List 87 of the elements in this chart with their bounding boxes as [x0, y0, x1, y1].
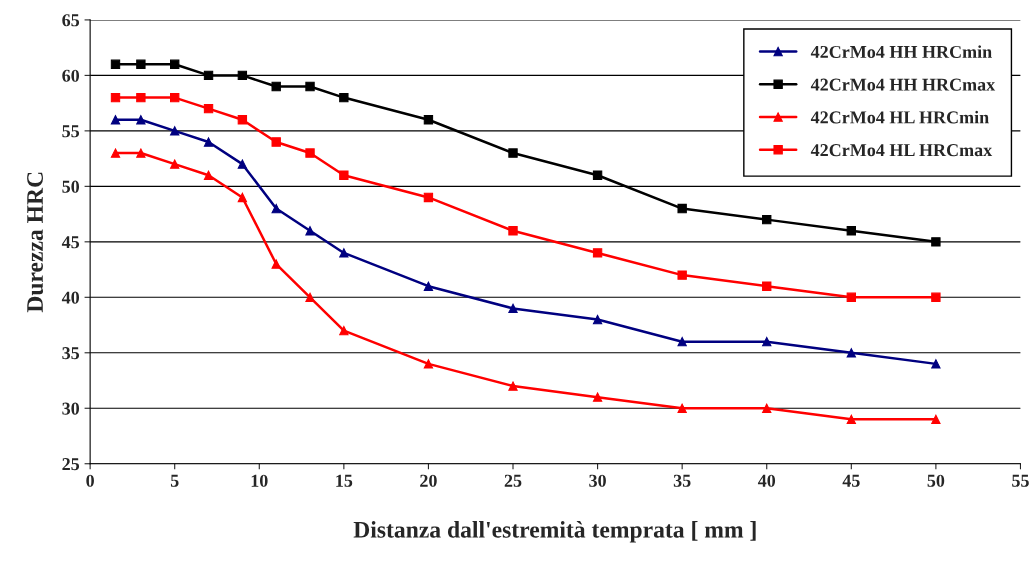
x-tick-label: 55	[1012, 474, 1029, 487]
x-tick-label: 20	[420, 474, 437, 487]
x-tick-label: 10	[251, 474, 268, 487]
y-tick-label: 40	[61, 291, 80, 304]
point	[305, 292, 315, 302]
point	[592, 314, 603, 325]
point	[271, 137, 281, 147]
x-tick-label: 25	[504, 474, 522, 487]
point	[203, 103, 214, 114]
y-tick-label: 55	[62, 125, 80, 138]
point	[677, 270, 687, 280]
x-tick-label: 45	[842, 474, 860, 487]
point	[110, 59, 121, 69]
point	[508, 226, 518, 236]
point	[846, 226, 856, 236]
y-axis-title: Durezza HRC	[27, 172, 44, 313]
point	[423, 359, 434, 369]
y-tick-label: 35	[62, 347, 80, 360]
point	[931, 359, 941, 369]
point	[136, 115, 146, 125]
point	[170, 59, 180, 69]
point	[271, 203, 281, 214]
legend-label: 42CrMo4 HH HRCmax	[810, 78, 996, 91]
point	[339, 325, 349, 336]
point	[931, 414, 941, 425]
point	[846, 348, 856, 358]
point	[339, 170, 349, 180]
point	[846, 414, 856, 425]
point	[110, 115, 121, 125]
y-tick-label: 50	[62, 180, 80, 193]
point	[305, 226, 315, 236]
point	[592, 248, 603, 258]
y-tick-label: 45	[61, 236, 80, 249]
point	[762, 214, 772, 225]
point	[237, 115, 248, 125]
point	[305, 81, 315, 92]
x-tick-label: 35	[673, 474, 691, 487]
point	[237, 70, 248, 81]
point	[423, 281, 434, 291]
point	[677, 337, 687, 347]
point	[203, 137, 214, 147]
point	[423, 115, 434, 125]
point	[237, 192, 248, 203]
legend-label: 42CrMo4 HL HRCmin	[810, 110, 989, 124]
point	[237, 159, 248, 169]
point	[931, 237, 941, 247]
y-tick-label: 25	[62, 458, 80, 471]
x-axis-title: Distanza dall'estremità temprata [ mm ]	[353, 521, 756, 543]
y-tick-label: 30	[62, 402, 80, 415]
x-tick-label: 30	[589, 474, 606, 487]
x-tick-label: 50	[927, 474, 945, 487]
legend-label: 42CrMo4 HL HRCmax	[810, 144, 993, 157]
point	[339, 248, 349, 258]
point	[136, 148, 146, 158]
x-tick-label: 40	[757, 474, 776, 487]
point	[271, 81, 281, 92]
point	[136, 92, 146, 103]
point	[110, 148, 121, 158]
point	[170, 92, 180, 103]
legend-label: 42CrMo4 HH HRCmin	[810, 45, 992, 59]
point	[846, 292, 856, 302]
x-tick-label: 0	[86, 474, 94, 487]
point	[170, 159, 180, 169]
x-tick-label: 15	[336, 474, 353, 487]
point	[203, 170, 214, 180]
point	[931, 292, 941, 302]
point	[592, 170, 603, 180]
point	[203, 70, 214, 81]
point	[110, 92, 121, 103]
point	[508, 148, 518, 158]
point	[508, 303, 518, 314]
point	[305, 148, 315, 158]
point	[592, 392, 603, 402]
point	[677, 203, 687, 214]
y-tick-label: 65	[62, 14, 80, 27]
point	[136, 59, 146, 69]
point	[423, 192, 434, 203]
point	[508, 381, 518, 391]
y-tick-label: 60	[62, 69, 80, 82]
point	[170, 126, 180, 136]
point	[339, 92, 349, 103]
x-tick-label: 5	[170, 474, 179, 487]
point	[762, 281, 772, 291]
point	[762, 337, 772, 347]
point	[762, 403, 772, 413]
point	[677, 403, 687, 413]
point	[271, 259, 281, 269]
